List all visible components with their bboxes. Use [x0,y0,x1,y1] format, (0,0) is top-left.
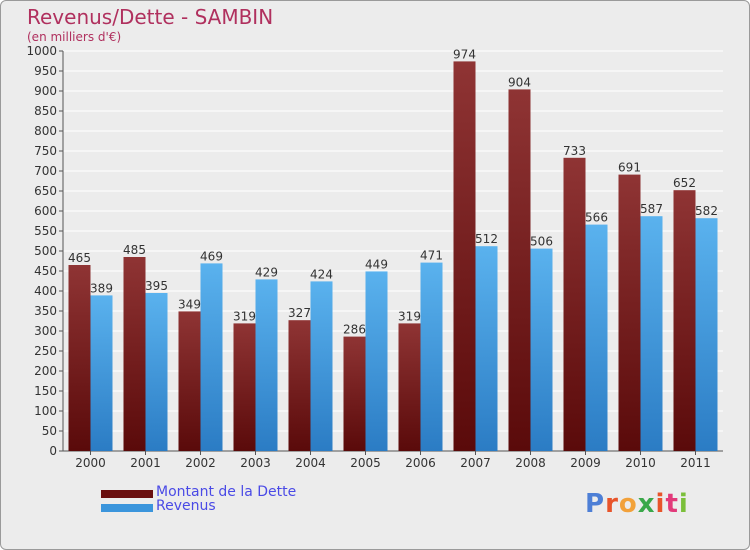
y-tick-label: 350 [34,304,57,318]
data-label-revenus: 471 [420,249,443,263]
data-label-debt: 691 [618,161,641,175]
bar-revenus [530,248,553,451]
data-label-debt: 349 [178,297,201,311]
y-tick-label: 950 [34,64,57,78]
data-label-debt: 319 [233,309,256,323]
data-label-debt: 327 [288,306,311,320]
data-label-revenus: 395 [145,279,168,293]
axes: 0 50 100 150 200 250 300 350 400 450 500 550 600 650 7… [26,44,723,470]
data-label-revenus: 587 [640,202,663,216]
legend-swatch-debt [101,490,153,498]
bar-revenus [255,279,278,451]
chart-subtitle: (en milliers d'€) [27,30,122,44]
x-tick-label: 2008 [515,456,546,470]
data-label-revenus: 424 [310,267,333,281]
y-tick-label: 700 [34,164,57,178]
bars [68,61,718,452]
data-label-debt: 485 [123,243,146,257]
bar-debt [508,89,531,452]
data-label-revenus: 566 [585,211,608,225]
y-tick-label: 450 [34,264,57,278]
bar-revenus [475,246,498,451]
y-tick-label: 1000 [26,44,57,58]
y-tick-label: 50 [42,424,57,438]
x-tick-label: 2003 [240,456,271,470]
bar-debt [343,336,366,451]
y-tick-label: 500 [34,244,57,258]
bar-revenus [200,263,223,451]
data-label-revenus: 512 [475,232,498,246]
data-label-revenus: 429 [255,265,278,279]
bar-revenus [420,262,443,451]
y-tick-label: 850 [34,104,57,118]
y-tick-label: 150 [34,384,57,398]
bar-revenus [365,271,388,451]
y-tick-label: 650 [34,184,57,198]
y-tick-label: 400 [34,284,57,298]
data-label-debt: 465 [68,251,91,265]
x-tick-label: 2010 [625,456,656,470]
data-label-debt: 733 [563,144,586,158]
bar-revenus [585,224,608,451]
data-label-revenus: 389 [90,281,113,295]
x-tick-label: 2011 [680,456,711,470]
x-tick-label: 2002 [185,456,216,470]
data-label-revenus: 449 [365,257,388,271]
bar-debt [673,190,696,451]
bar-revenus [640,216,663,451]
y-tick-label: 100 [34,404,57,418]
x-tick-label: 2000 [75,456,106,470]
bar-debt [178,311,201,451]
legend-label-debt: Montant de la Dette [156,484,297,500]
bar-revenus [310,281,333,451]
x-tick-label: 2009 [570,456,601,470]
x-tick-label: 2005 [350,456,381,470]
y-tick-label: 0 [49,444,57,458]
bar-debt [288,320,311,451]
bar-revenus [145,293,168,451]
y-tick-label: 800 [34,124,57,138]
y-tick-label: 600 [34,204,57,218]
bar-debt [123,257,146,451]
bar-debt [68,265,91,451]
x-tick-label: 2006 [405,456,436,470]
data-label-debt: 974 [453,47,476,61]
chart-title: Revenus/Dette - SAMBIN [27,5,274,29]
bar-debt [398,323,421,451]
y-tick-label: 750 [34,144,57,158]
y-tick-label: 250 [34,344,57,358]
bar-debt [618,174,641,451]
legend-swatch-revenus [101,504,153,512]
y-tick-label: 900 [34,84,57,98]
data-labels: 465 389 485 395 349 469 319 429 327 424 286 449 319 4… [68,47,718,336]
bar-revenus [90,295,113,451]
x-tick-label: 2001 [130,456,161,470]
y-tick-label: 550 [34,224,57,238]
data-label-debt: 652 [673,176,696,190]
y-tick-label: 300 [34,324,57,338]
bar-debt [563,157,586,452]
proxiti-logo: Proxiti [585,489,689,519]
data-label-revenus: 582 [695,204,718,218]
bar-debt [453,61,476,452]
x-tick-label: 2004 [295,456,326,470]
data-label-revenus: 469 [200,249,223,263]
legend-label-revenus: Revenus [156,498,216,514]
data-label-revenus: 506 [530,235,553,249]
data-label-debt: 319 [398,309,421,323]
data-label-debt: 286 [343,323,366,337]
data-label-debt: 904 [508,75,531,89]
bar-revenus [695,218,718,451]
y-tick-label: 200 [34,364,57,378]
x-tick-label: 2007 [460,456,491,470]
bar-debt [233,323,256,451]
